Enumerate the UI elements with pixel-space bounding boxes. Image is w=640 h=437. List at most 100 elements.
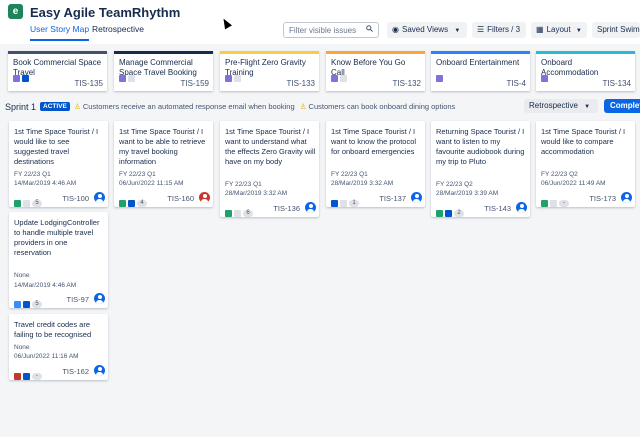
tab-retrospective[interactable]: Retrospective xyxy=(92,24,144,34)
issue-title: 1st Time Space Tourist / I want to know … xyxy=(331,127,417,156)
saved-views-button[interactable]: ◉ Saved Views ▼ xyxy=(387,22,467,38)
bug-icon xyxy=(14,373,21,381)
epic-card[interactable]: Know Before You Go Call TIS-132 xyxy=(326,51,425,91)
epic-key: TIS-133 xyxy=(286,79,315,88)
filters-button[interactable]: ☰ Filters / 3 xyxy=(472,22,526,38)
layout-button[interactable]: ▦ Layout ▼ xyxy=(531,22,587,38)
epic-icons xyxy=(225,70,243,88)
tab-user-story-map[interactable]: User Story Map xyxy=(30,24,90,41)
story-icon xyxy=(119,200,126,208)
search-icon xyxy=(366,25,373,32)
story-icon xyxy=(225,210,232,218)
story-points: - xyxy=(559,200,569,208)
issue-key: TIS-162 xyxy=(62,367,89,376)
issue-date: 06/Jun/2022 11:49 AM xyxy=(541,180,606,187)
chevron-down-icon: ▼ xyxy=(454,28,461,34)
story-points: 2 xyxy=(454,210,464,218)
story-points: - xyxy=(32,373,42,381)
epic-icons xyxy=(13,70,31,88)
issue-date: 14/Mar/2019 4:46 AM xyxy=(14,282,77,289)
priority-icon xyxy=(234,210,241,218)
issue-card[interactable]: Returning Space Tourist / I want to list… xyxy=(431,121,530,218)
epic-key: TIS-135 xyxy=(74,79,103,88)
priority-icon xyxy=(23,373,30,381)
story-points: 6 xyxy=(243,210,253,218)
issue-date: 28/Mar/2019 3:39 AM xyxy=(436,190,499,197)
app-title: Easy Agile TeamRhythm xyxy=(30,5,181,20)
issue-key: TIS-173 xyxy=(589,194,616,203)
issue-title: 1st Time Space Tourist / I want to be ab… xyxy=(119,127,206,166)
priority-icon xyxy=(340,200,347,208)
issue-footer: - TIS-162 xyxy=(14,365,105,381)
epic-icons xyxy=(119,70,137,88)
story-icon xyxy=(541,200,548,208)
avatar xyxy=(199,192,210,203)
issue-quarter: FY 22/23 Q1 xyxy=(119,171,156,178)
filter-placeholder: Filter visible issues xyxy=(289,26,357,35)
issue-card[interactable]: Update LodgingController to handle multi… xyxy=(9,212,108,309)
story-points: 5 xyxy=(32,301,42,309)
chevron-down-icon: ▼ xyxy=(575,28,582,34)
issue-quarter: FY 22/23 Q2 xyxy=(541,171,578,178)
eye-icon: ◉ xyxy=(392,25,399,34)
epic-card[interactable]: Book Commercial Space Travel TIS-135 xyxy=(8,51,107,91)
filter-visible-issues-input[interactable]: Filter visible issues xyxy=(283,22,379,38)
epic-card[interactable]: Onboard Entertainment TIS-4 xyxy=(431,51,530,91)
issue-date: 06/Jun/2022 11:16 AM xyxy=(14,353,79,360)
avatar xyxy=(411,192,422,203)
issue-key: TIS-136 xyxy=(273,204,300,213)
retrospective-label: Retrospective xyxy=(529,101,578,110)
issue-quarter: None xyxy=(14,272,30,279)
issue-title: Returning Space Tourist / I want to list… xyxy=(436,127,525,166)
issue-card[interactable]: 1st Time Space Tourist / I would like to… xyxy=(536,121,635,208)
complete-sprint-button[interactable]: Complete xyxy=(604,99,640,113)
epic-title: Know Before You Go Call xyxy=(331,58,406,77)
epic-icons xyxy=(541,70,550,88)
avatar xyxy=(94,293,105,304)
priority-icon xyxy=(445,210,452,218)
issue-footer: - TIS-173 xyxy=(541,192,632,208)
story-icon xyxy=(14,200,21,208)
sprint-goal-1: Customers receive an automated response … xyxy=(82,102,295,111)
epic-title: Pre-Flight Zero Gravity Training xyxy=(225,58,306,77)
issue-key: TIS-97 xyxy=(66,295,89,304)
avatar xyxy=(305,202,316,213)
issue-footer: 4 TIS-160 xyxy=(119,192,210,208)
epic-key: TIS-134 xyxy=(602,79,631,88)
issue-footer: 2 TIS-143 xyxy=(436,202,527,218)
epic-key: TIS-132 xyxy=(392,79,421,88)
issue-footer: 1 TIS-137 xyxy=(331,192,422,208)
issue-quarter: FY 22/23 Q2 xyxy=(436,181,473,188)
filters-label: Filters / 3 xyxy=(487,25,521,34)
story-points: 5 xyxy=(32,200,42,208)
epic-icons xyxy=(331,70,349,88)
epic-card[interactable]: Manage Commercial Space Travel Booking T… xyxy=(114,51,213,91)
priority-icon xyxy=(23,301,30,309)
retrospective-dropdown[interactable]: Retrospective ▼ xyxy=(524,99,598,113)
issue-footer: 5 TIS-97 xyxy=(14,293,105,309)
issue-card[interactable]: 1st Time Space Tourist / I want to be ab… xyxy=(114,121,213,208)
issue-footer: 6 TIS-136 xyxy=(225,202,316,218)
story-icon xyxy=(331,200,338,208)
issue-card[interactable]: 1st Time Space Tourist / I want to under… xyxy=(220,121,319,218)
issue-footer: 5 TIS-100 xyxy=(14,192,105,208)
epic-key: TIS-4 xyxy=(506,79,526,88)
issue-quarter: FY 22/23 Q1 xyxy=(225,181,262,188)
sprint-swimlanes-button[interactable]: Sprint Swim xyxy=(592,22,640,38)
sprint-status-badge: ACTIVE xyxy=(40,102,70,111)
layout-icon: ▦ xyxy=(536,25,544,34)
issue-card[interactable]: Travel credit codes are failing to be re… xyxy=(9,314,108,381)
issue-title: Travel credit codes are failing to be re… xyxy=(14,320,92,339)
sprint-goal-2: Customers can book onboard dining option… xyxy=(308,102,456,111)
trophy-icon: ♙ xyxy=(74,102,81,111)
story-points: 1 xyxy=(349,200,359,208)
epic-title: Manage Commercial Space Travel Booking xyxy=(119,58,197,77)
issue-card[interactable]: 1st Time Space Tourist / I want to know … xyxy=(326,121,425,208)
epic-title: Book Commercial Space Travel xyxy=(13,58,102,77)
issue-card[interactable]: 1st Time Space Tourist / I would like to… xyxy=(9,121,108,208)
epic-card[interactable]: Onboard Accommodation TIS-134 xyxy=(536,51,635,91)
sprint-goal: ♙ Customers receive an automated respons… xyxy=(74,102,455,111)
epic-card[interactable]: Pre-Flight Zero Gravity Training TIS-133 xyxy=(220,51,319,91)
issue-date: 14/Mar/2019 4:46 AM xyxy=(14,180,77,187)
issue-key: TIS-100 xyxy=(62,194,89,203)
